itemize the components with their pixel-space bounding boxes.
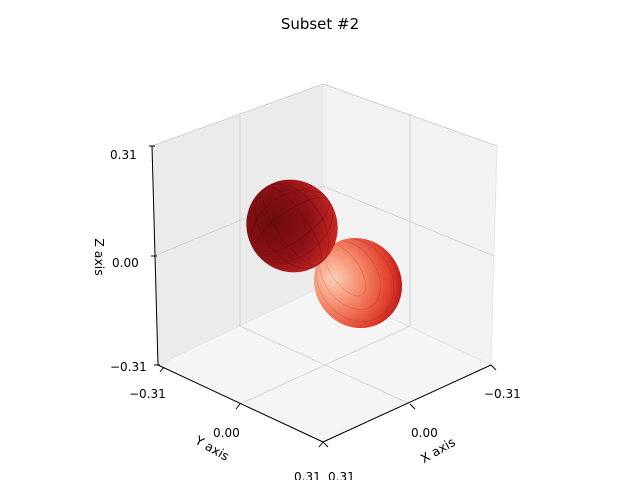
surface-lobe-top	[246, 179, 338, 273]
z-tick-bottom: −0.31	[110, 360, 147, 374]
y-tick-pos: 0.31	[294, 470, 321, 480]
y-tick-neg: −0.31	[129, 387, 166, 401]
y-tick-zero: 0.00	[213, 426, 240, 440]
z-axis-label: Z axis	[92, 238, 107, 276]
x-tick-zero: 0.00	[411, 426, 438, 440]
z-tick-top: 0.31	[110, 148, 137, 162]
chart-title: Subset #2	[281, 15, 359, 33]
z-tick-mid: 0.00	[112, 256, 139, 270]
x-tick-neg: −0.31	[484, 387, 521, 401]
tick-marks	[149, 145, 497, 448]
x-tick-pos: 0.31	[328, 470, 355, 480]
